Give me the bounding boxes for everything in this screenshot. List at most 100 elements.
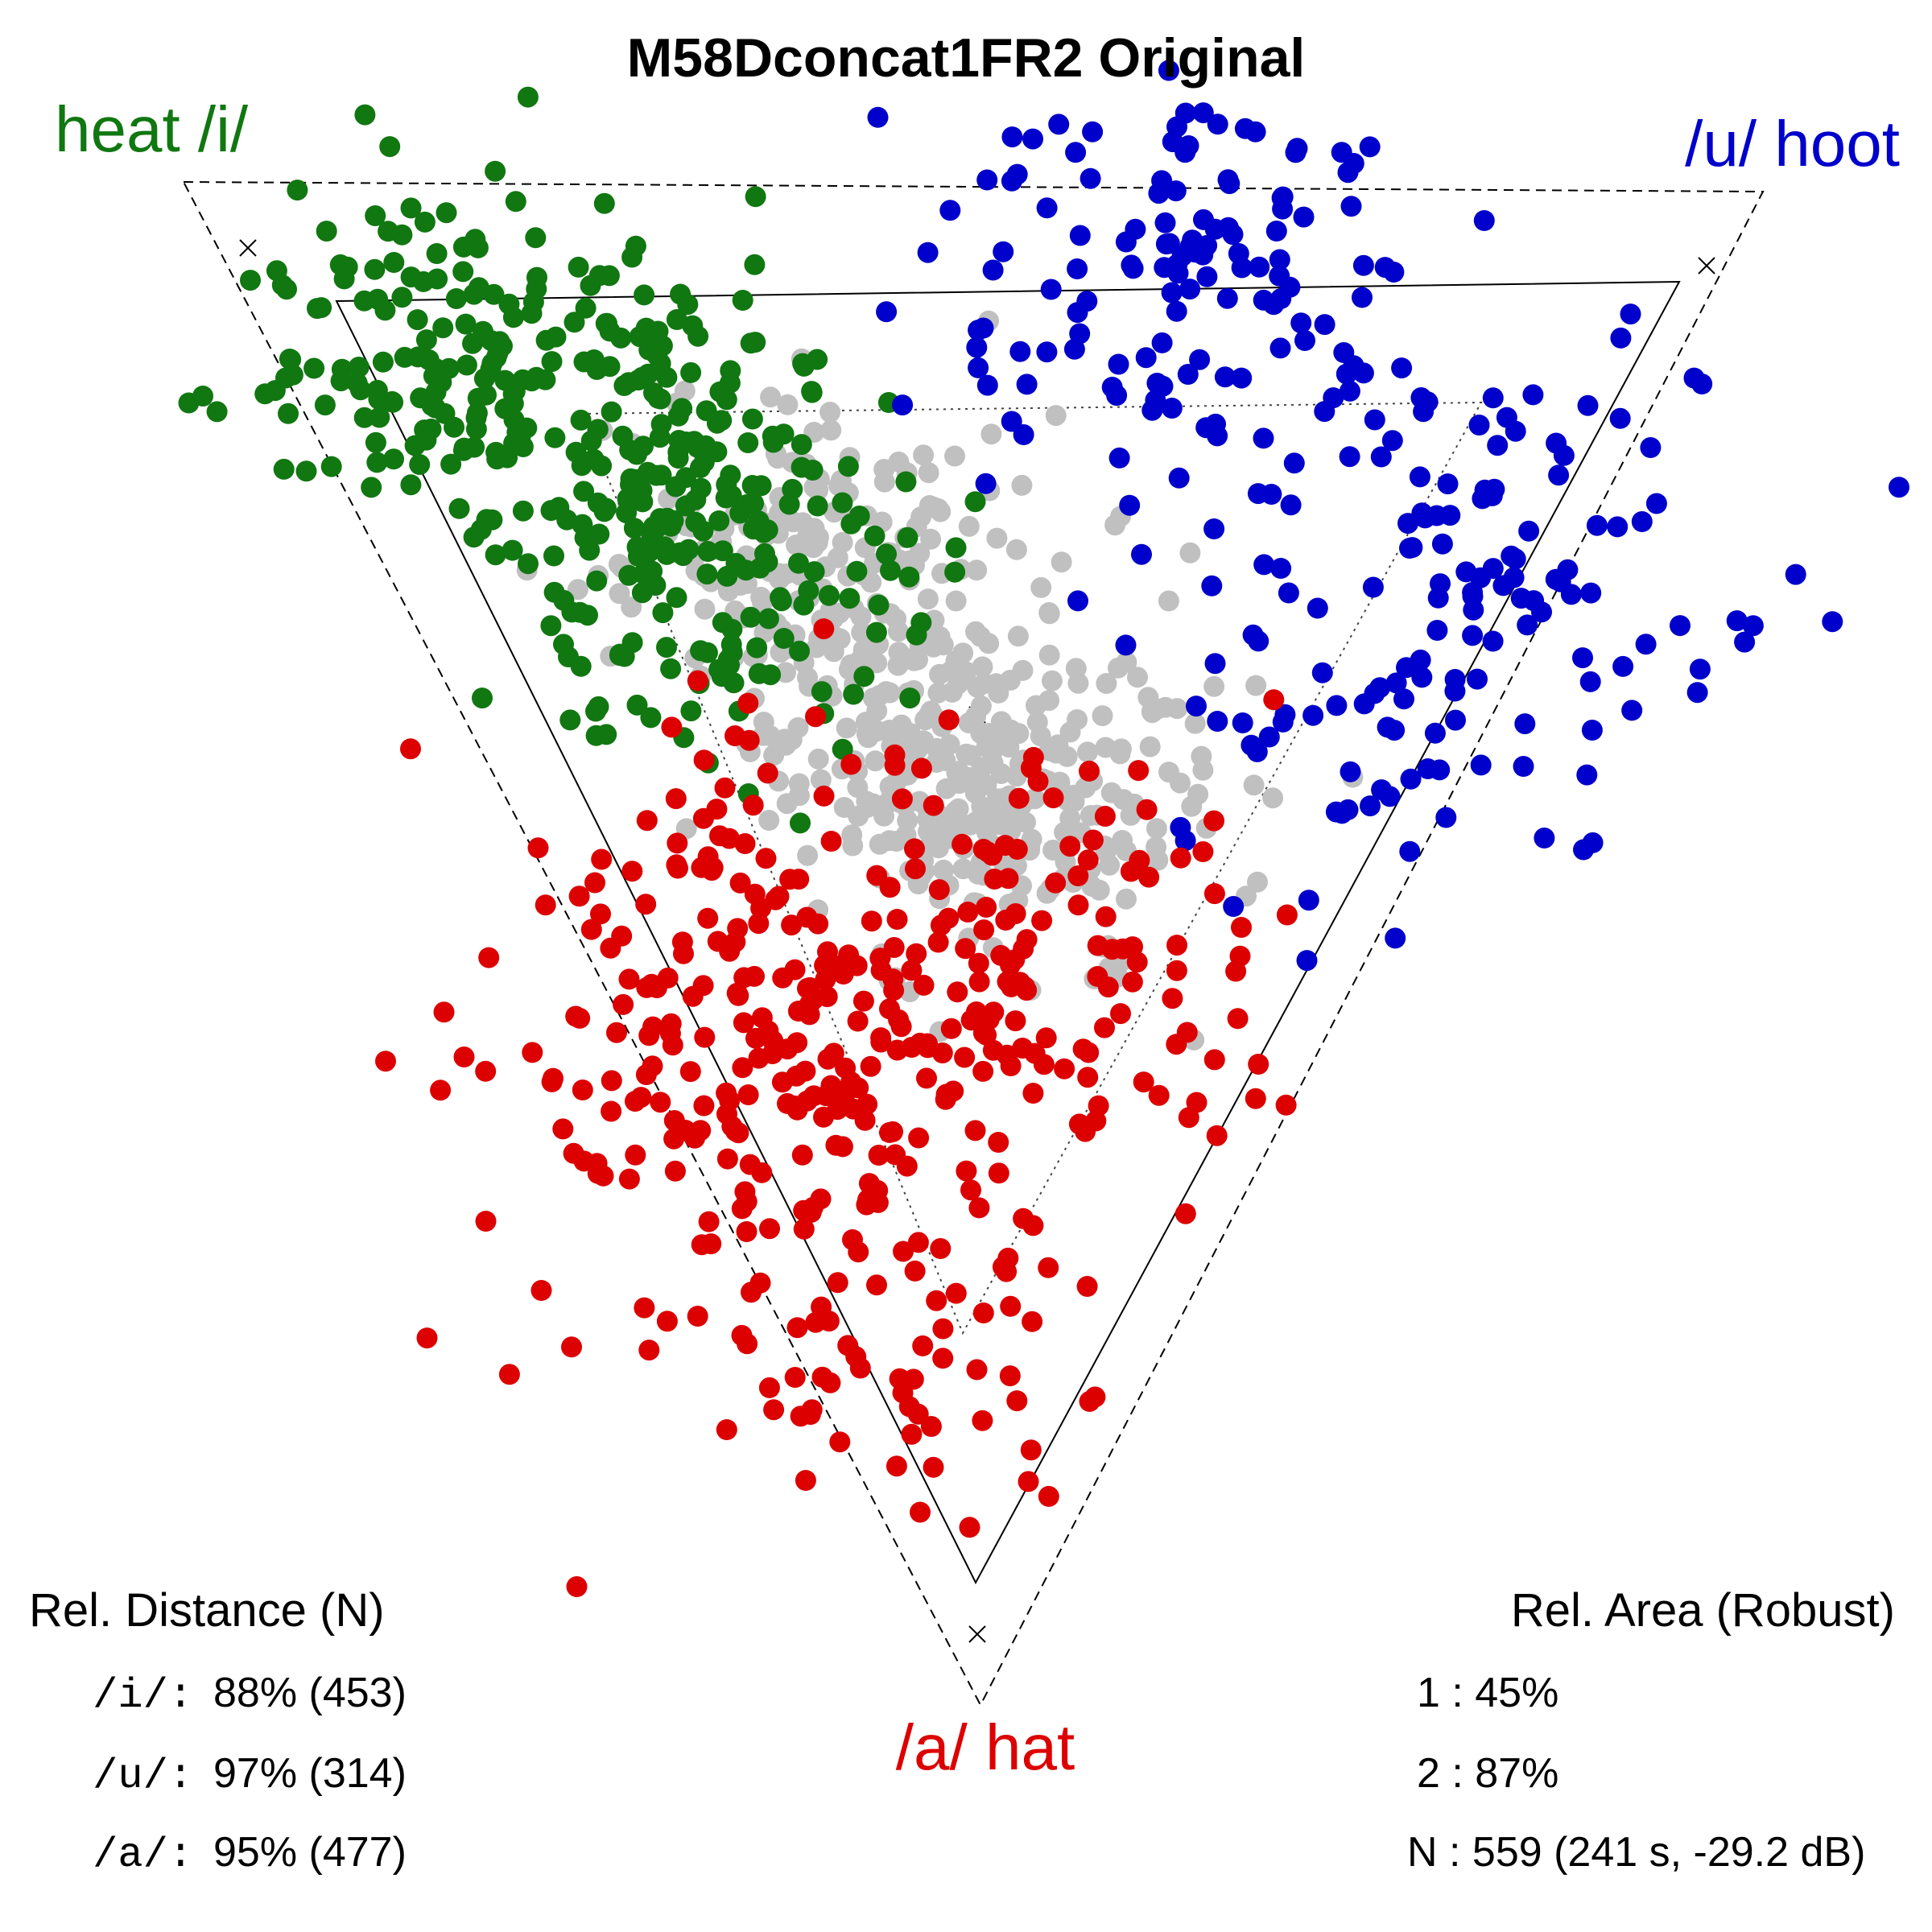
data-point xyxy=(892,394,914,416)
data-point xyxy=(1409,466,1430,488)
data-point xyxy=(613,375,635,396)
data-point xyxy=(1068,1113,1090,1135)
data-point xyxy=(1371,779,1393,801)
data-point xyxy=(1232,712,1253,733)
data-point xyxy=(1430,573,1451,595)
data-point xyxy=(570,409,592,431)
corner-label-a: /a/ hat xyxy=(896,1711,1075,1783)
data-point xyxy=(1040,279,1062,300)
data-point xyxy=(588,265,610,287)
data-point xyxy=(784,1367,806,1388)
data-point xyxy=(734,833,756,854)
data-point xyxy=(1231,367,1253,389)
data-point xyxy=(824,955,846,976)
data-point xyxy=(1314,314,1335,336)
data-point xyxy=(1129,849,1150,871)
data-point xyxy=(976,169,998,191)
data-point xyxy=(1534,828,1555,848)
data-point xyxy=(1136,799,1158,820)
data-point xyxy=(1410,649,1431,671)
data-point xyxy=(696,564,718,585)
data-point xyxy=(656,637,677,658)
data-point xyxy=(968,863,989,885)
data-point xyxy=(1726,610,1748,632)
data-point xyxy=(1631,511,1653,532)
data-point xyxy=(1154,696,1176,718)
data-point xyxy=(573,481,595,502)
data-point xyxy=(522,1042,543,1063)
data-point xyxy=(1100,782,1122,803)
data-point xyxy=(559,709,581,731)
data-point xyxy=(541,1071,563,1092)
data-point xyxy=(1192,102,1214,124)
data-point xyxy=(813,618,835,640)
data-point xyxy=(837,456,859,477)
data-point xyxy=(1203,675,1225,697)
data-point xyxy=(1640,437,1662,458)
data-point xyxy=(1482,630,1504,652)
data-point xyxy=(407,309,428,331)
data-point xyxy=(591,848,613,870)
data-point xyxy=(716,1419,737,1440)
data-point xyxy=(206,401,228,423)
data-point xyxy=(775,734,797,756)
data-point xyxy=(473,368,495,390)
rel-area-row-n: N : 559 (241 s, -29.2 dB) xyxy=(1407,1829,1865,1876)
data-point xyxy=(966,559,988,581)
data-point xyxy=(689,457,711,478)
data-point xyxy=(609,583,630,605)
data-point xyxy=(943,1080,964,1102)
data-point xyxy=(917,588,939,610)
data-point xyxy=(888,451,910,473)
data-point xyxy=(1203,810,1224,832)
data-point xyxy=(573,351,595,373)
data-point xyxy=(928,879,950,901)
data-point xyxy=(857,797,878,819)
data-point xyxy=(742,795,764,816)
data-point xyxy=(1340,761,1361,782)
data-point xyxy=(976,897,997,918)
data-point xyxy=(1370,446,1392,468)
data-point xyxy=(788,552,809,574)
data-point xyxy=(584,872,605,894)
data-point xyxy=(732,1057,753,1079)
data-point xyxy=(927,931,949,953)
data-point xyxy=(745,186,766,208)
data-point xyxy=(1041,670,1063,691)
data-point xyxy=(967,676,989,698)
data-point xyxy=(1326,695,1348,716)
data-point xyxy=(415,329,437,351)
data-point xyxy=(627,546,649,567)
data-point xyxy=(1269,249,1290,270)
data-point xyxy=(973,919,995,941)
data-point xyxy=(879,1121,900,1143)
data-point xyxy=(727,918,749,939)
data-point xyxy=(638,339,660,361)
data-point xyxy=(1179,279,1201,300)
data-point xyxy=(1522,384,1544,406)
data-point xyxy=(693,749,715,771)
data-point xyxy=(1473,210,1495,231)
data-point xyxy=(1470,754,1492,776)
data-point xyxy=(311,297,332,319)
data-point xyxy=(636,976,658,998)
data-point xyxy=(964,1120,986,1141)
data-point xyxy=(1293,206,1315,228)
data-point xyxy=(904,1260,926,1282)
data-point xyxy=(945,537,967,559)
data-point xyxy=(552,1118,574,1140)
data-point xyxy=(741,408,763,430)
data-point xyxy=(1192,759,1214,781)
data-point xyxy=(811,681,832,703)
data-point xyxy=(1581,720,1603,741)
data-point xyxy=(1054,1058,1075,1080)
data-point xyxy=(857,643,878,665)
data-point xyxy=(968,357,989,378)
data-point xyxy=(968,1197,990,1219)
data-point xyxy=(1621,700,1643,721)
data-point xyxy=(1359,136,1381,158)
data-point xyxy=(517,86,539,108)
data-point xyxy=(923,1456,944,1478)
data-point xyxy=(1217,217,1239,238)
data-point xyxy=(917,1037,939,1059)
